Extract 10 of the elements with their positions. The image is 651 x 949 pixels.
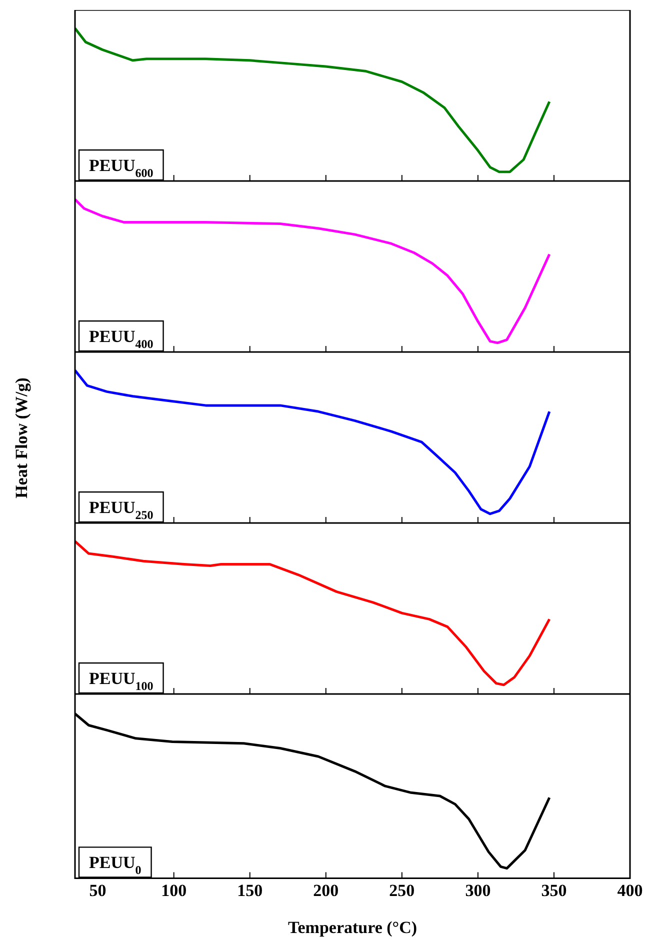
x-tick-label: 400	[617, 880, 643, 900]
x-tick-label: 350	[541, 880, 567, 900]
x-tick-label: 150	[237, 880, 263, 900]
x-tick-label: 250	[389, 880, 415, 900]
x-tick-label: 200	[313, 880, 339, 900]
x-tick-label: 50	[89, 880, 106, 900]
x-tick-label: 100	[161, 880, 187, 900]
y-axis-title: Heat Flow (W/g)	[12, 377, 32, 498]
x-axis-title: Temperature (°C)	[288, 918, 418, 938]
x-tick-label: 300	[465, 880, 491, 900]
